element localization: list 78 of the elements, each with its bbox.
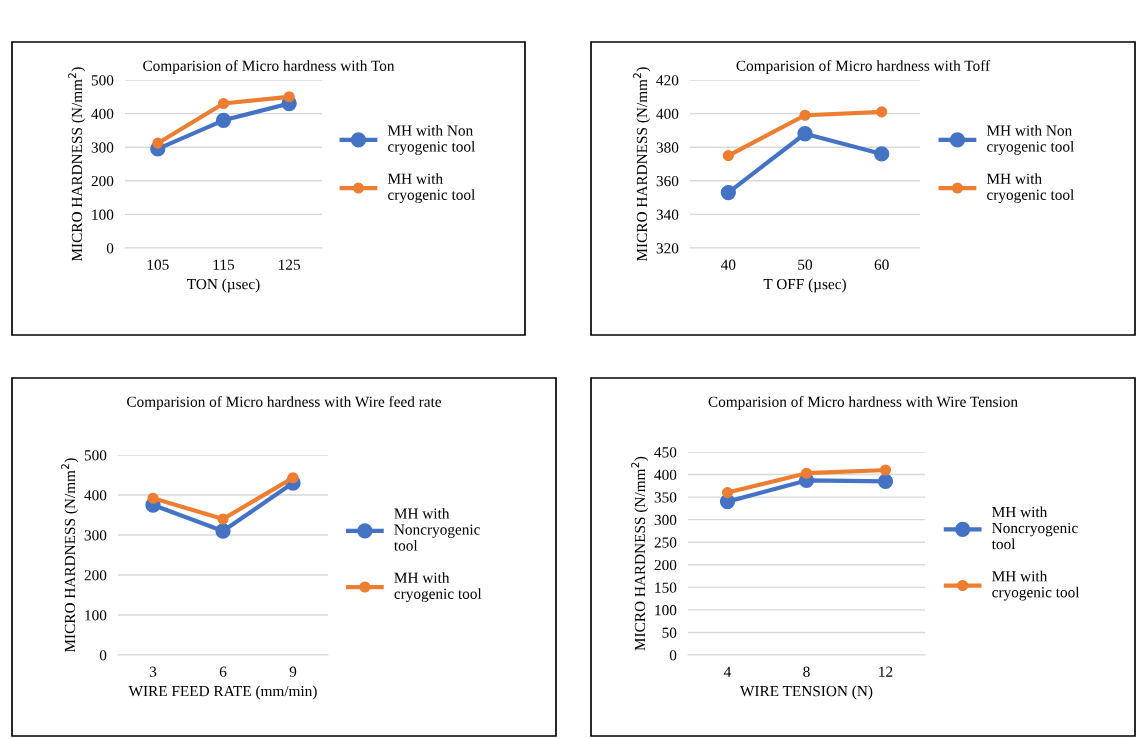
x-tick-label: 105 — [147, 259, 169, 270]
legend-label: MH with Non cryogenic tool — [387, 124, 475, 155]
legend-label: MH with Non cryogenic tool — [986, 124, 1074, 155]
x-tick-label: 125 — [279, 259, 301, 270]
point — [217, 97, 230, 110]
point — [215, 523, 231, 539]
y-tick-label: 380 — [656, 142, 679, 153]
x-tick-label: 60 — [874, 259, 889, 270]
point — [287, 472, 299, 484]
point — [800, 467, 813, 479]
x-tick-label: 3 — [149, 666, 157, 677]
point — [283, 91, 295, 103]
x-axis-title: T OFF (µsec) — [763, 278, 846, 293]
point — [877, 473, 894, 489]
y-tick-label: 400 — [91, 108, 114, 120]
x-tick-label: 115 — [213, 259, 235, 270]
y-tick-label: 300 — [654, 514, 677, 526]
chart-title: Comparision of Micro hardness with Ton — [143, 59, 395, 75]
y-tick-label: 360 — [656, 175, 679, 187]
chart-title: Comparision of Micro hardness with Toff — [736, 59, 991, 75]
point — [876, 106, 888, 118]
y-tick-label: 0 — [106, 243, 114, 254]
legend-label: MH with cryogenic tool — [992, 570, 1080, 601]
chart-title: Comparision of Micro hardness with Wire feed rate — [127, 395, 442, 411]
y-axis-title: MICRO HARDNESS (N/mm$^{2}$) — [633, 67, 651, 262]
x-axis-title: TON (µsec) — [187, 278, 260, 293]
y-tick-label: 500 — [84, 450, 107, 461]
point — [720, 184, 736, 201]
legend-label: MH with Noncryogenic tool — [394, 507, 480, 551]
point — [215, 112, 232, 128]
y-tick-label: 450 — [654, 447, 677, 458]
x-axis-title: WIRE TENSION (N) — [740, 685, 873, 700]
y-tick-label: 200 — [654, 559, 677, 571]
y-tick-label: 150 — [655, 582, 677, 593]
y-tick-label: 300 — [84, 530, 107, 541]
y-tick-label: 500 — [91, 75, 114, 86]
x-tick-label: 12 — [879, 666, 893, 677]
x-tick-label: 6 — [219, 666, 227, 677]
y-tick-label: 250 — [654, 537, 677, 548]
y-tick-label: 320 — [656, 243, 679, 254]
y-tick-label: 400 — [656, 108, 679, 120]
x-axis-title: WIRE FEED RATE (mm/min) — [128, 685, 317, 700]
y-tick-label: 200 — [91, 175, 114, 187]
y-tick-label: 400 — [84, 490, 107, 501]
legend-label: MH with cryogenic tool — [394, 572, 482, 603]
x-tick-label: 9 — [289, 666, 297, 677]
legend-label: MH with cryogenic tool — [387, 173, 475, 204]
y-tick-label: 100 — [655, 605, 677, 616]
legend-label: MH with Noncryogenic tool — [991, 506, 1078, 550]
y-tick-label: 0 — [99, 650, 107, 661]
y-tick-label: 50 — [662, 627, 677, 638]
point — [879, 464, 892, 476]
point — [217, 513, 229, 525]
legend-label: MH with cryogenic tool — [986, 173, 1074, 204]
point — [722, 150, 734, 162]
y-tick-label: 200 — [84, 570, 107, 581]
x-tick-label: 50 — [798, 259, 813, 270]
x-tick-label: 8 — [803, 666, 810, 677]
y-tick-label: 100 — [92, 209, 114, 220]
x-tick-label: 40 — [720, 259, 736, 270]
y-axis-title: MICRO HARDNESS (N/mm$^{2}$) — [68, 67, 86, 262]
point — [721, 487, 734, 499]
y-tick-label: 340 — [656, 209, 679, 220]
y-tick-label: 420 — [656, 75, 679, 86]
point — [799, 109, 811, 121]
y-tick-label: 0 — [669, 650, 677, 661]
point — [152, 137, 164, 149]
point — [874, 146, 890, 162]
point — [147, 492, 159, 504]
chart-title: Comparision of Micro hardness with Wire Tension — [708, 395, 1018, 411]
y-axis-title: MICRO HARDNESS (N/mm$^{2}$) — [631, 456, 649, 651]
y-axis-title: MICRO HARDNESS (N/mm$^{2}$) — [61, 458, 79, 653]
point — [797, 126, 813, 142]
y-tick-label: 100 — [85, 610, 107, 621]
y-tick-label: 400 — [654, 469, 677, 481]
y-tick-label: 300 — [91, 142, 114, 153]
x-tick-label: 4 — [723, 666, 732, 677]
y-tick-label: 350 — [654, 492, 677, 503]
